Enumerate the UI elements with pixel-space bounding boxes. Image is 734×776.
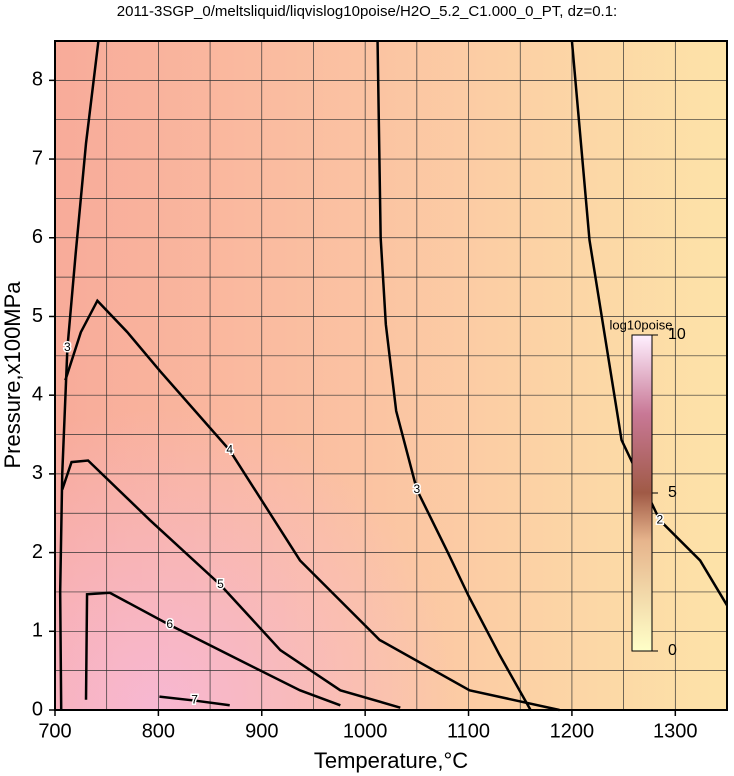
y-tick-label: 3: [32, 462, 43, 484]
y-tick-label: 8: [32, 69, 43, 91]
x-tick-label: 1200: [550, 720, 595, 742]
contour-line: [84, 591, 341, 707]
y-tick-label: 4: [32, 383, 43, 405]
x-tick-label: 700: [38, 720, 71, 742]
contour-label: 2: [656, 512, 663, 526]
contour-label: 4: [226, 442, 233, 456]
y-tick-label: 7: [32, 147, 43, 169]
x-tick-label: 1300: [653, 720, 698, 742]
y-tick-label: 2: [32, 541, 43, 563]
colorbar-tick-label: 0: [668, 642, 677, 659]
x-tick-label: 1000: [343, 720, 388, 742]
grid: [54, 41, 727, 711]
colorbar: [631, 334, 653, 652]
x-tick-label: 1100: [447, 720, 490, 742]
contour-label: 3: [64, 340, 71, 354]
contour-label: 6: [166, 617, 173, 631]
contour-line: [376, 40, 532, 711]
contour-line: [58, 40, 100, 711]
chart-title: 2011-3SGP_0/meltsliquid/liqvislog10poise…: [117, 3, 617, 20]
contour-line: [159, 695, 230, 707]
plot-frame: [54, 40, 728, 711]
x-tick-label: 800: [142, 720, 175, 742]
contour-label: 3: [414, 482, 421, 496]
y-tick-label: 5: [32, 305, 43, 327]
y-axis-label: Pressure,x100MPa: [0, 281, 25, 469]
y-tick-label: 0: [32, 698, 43, 720]
x-tick-label: 900: [245, 720, 278, 742]
contour-label: 7: [191, 693, 198, 707]
colorbar-label: log10poise: [610, 317, 673, 332]
colorbar-tick-label: 10: [668, 326, 686, 343]
contour-line: [61, 459, 401, 709]
contour-line: [64, 298, 560, 712]
x-axis-label: Temperature,°C: [314, 748, 468, 773]
colorbar-tick-label: 5: [668, 484, 677, 501]
contour-label: 5: [217, 577, 224, 591]
y-tick-label: 1: [32, 620, 43, 642]
y-tick-label: 6: [32, 226, 43, 248]
